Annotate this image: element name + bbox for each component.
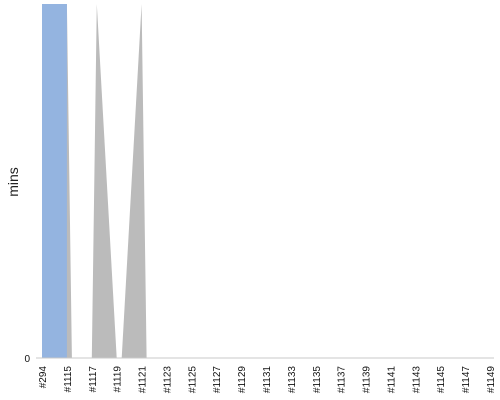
x-tick-label: #294: [38, 366, 49, 389]
series-area-1: [42, 4, 67, 358]
x-tick-labels: #294 #1115 #1117 #1119 #1121 #1123 #1125 #1127 #…: [38, 366, 497, 394]
x-tick-label: #1121: [138, 366, 149, 394]
x-tick-label: #1119: [113, 366, 124, 393]
y-axis-label: mins: [5, 167, 21, 197]
x-tick-label: #1123: [162, 366, 173, 394]
x-tick-label: #1149: [486, 366, 497, 394]
x-tick-label: #1143: [411, 366, 422, 394]
x-tick-label: #1115: [63, 366, 74, 393]
series-area-0: [42, 4, 167, 358]
x-tick-label: #1117: [88, 366, 99, 393]
x-tick-label: #1133: [287, 366, 298, 394]
x-tick-label: #1129: [237, 366, 248, 394]
x-tick-label: #1127: [212, 366, 223, 394]
x-tick-label: #1141: [386, 366, 397, 394]
x-tick-label: #1145: [436, 366, 447, 394]
x-tick-label: #1139: [362, 366, 373, 394]
x-tick-label: #1131: [262, 366, 273, 394]
x-tick-label: #1137: [337, 366, 348, 394]
x-tick-label: #1135: [312, 366, 323, 394]
plot-areas: [42, 4, 167, 358]
x-tick-label: #1147: [461, 366, 472, 394]
x-tick-label: #1125: [187, 366, 198, 394]
y-tick-label: 0: [24, 354, 30, 365]
